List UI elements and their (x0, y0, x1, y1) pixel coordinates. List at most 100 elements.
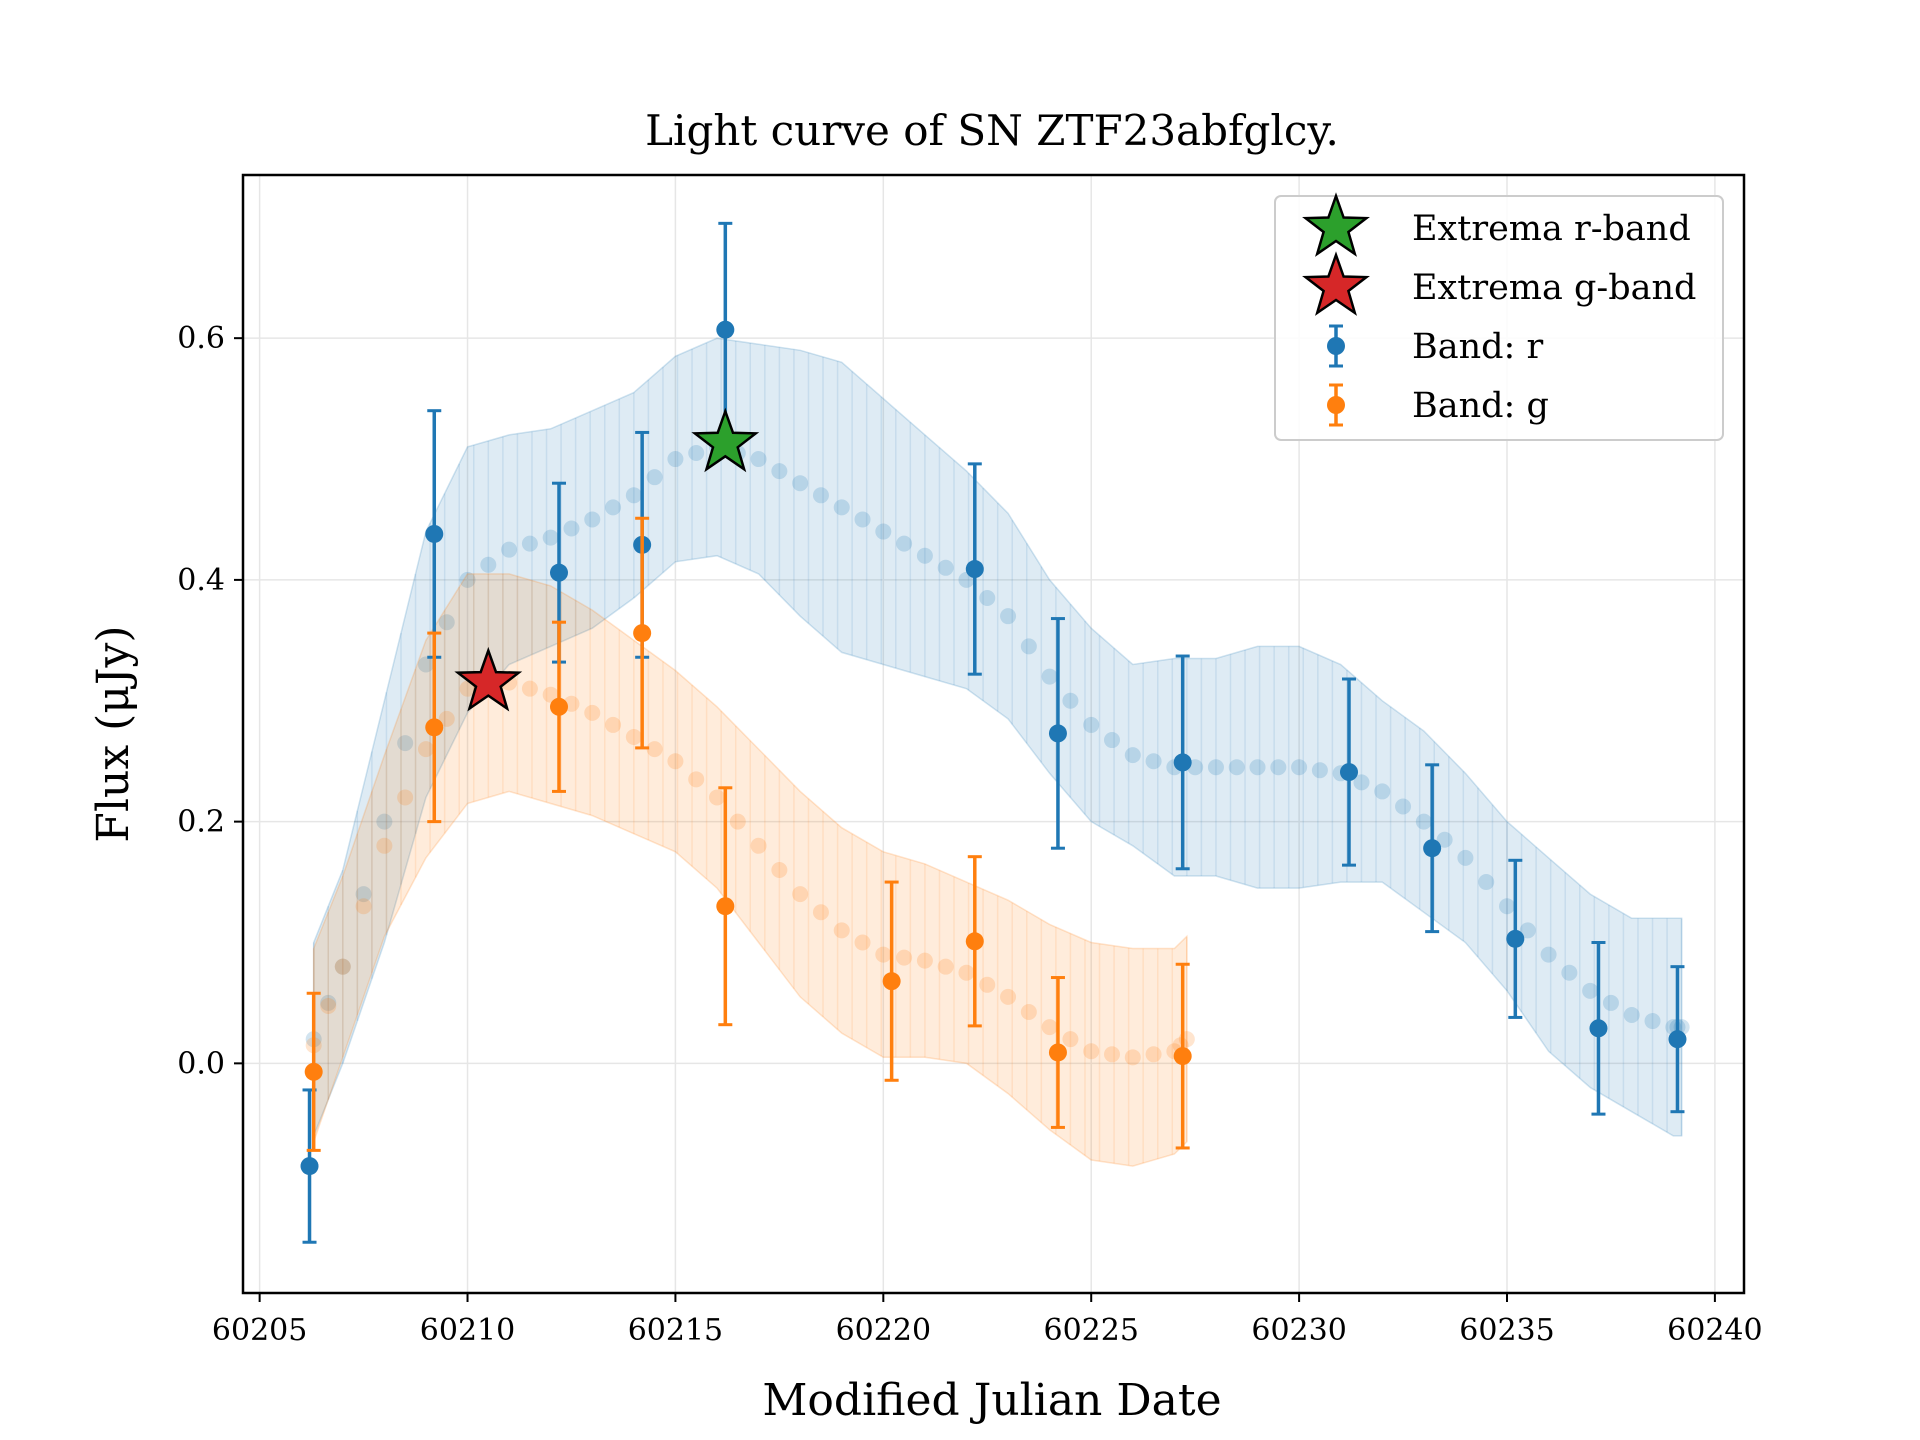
fit-point-r (376, 813, 393, 830)
fit-point-g (875, 946, 892, 963)
data-point (1340, 763, 1358, 782)
y-tick-label: 0.0 (177, 1046, 225, 1081)
fit-point-r (1478, 874, 1495, 891)
fit-point-g (417, 741, 434, 758)
data-point (965, 560, 984, 579)
axis-ticks-layer: 60205 60210 60215 60220 60225 60230 60235 60240… (177, 321, 1762, 1348)
legend-label: Extrema g-band (1412, 268, 1696, 308)
fit-point-g (521, 680, 538, 697)
fit-point-r (1540, 946, 1557, 963)
fit-point-r (750, 451, 767, 468)
fit-point-g (1000, 988, 1017, 1005)
fit-point-r (875, 523, 892, 540)
fit-point-r (1499, 898, 1515, 915)
legend-star-marker (1302, 251, 1370, 316)
fit-point-r (1145, 753, 1162, 770)
plot-frame (241, 173, 1746, 1295)
fit-point-r (1041, 668, 1058, 685)
fit-point-r (792, 475, 809, 492)
fit-point-r (1249, 759, 1266, 776)
legend: Extrema r-band Extrema g-band Band: r Band:… (1274, 192, 1724, 441)
data-point (1423, 839, 1442, 858)
fit-point-r (1270, 759, 1287, 776)
legend-point-marker (1327, 396, 1345, 414)
data-point (882, 972, 901, 991)
x-tick-label: 60225 (1043, 1313, 1138, 1348)
fit-point-r (1395, 798, 1412, 815)
fit-point-r (459, 571, 476, 588)
data-point (716, 320, 735, 339)
fit-point-g (1124, 1049, 1141, 1066)
fit-point-g (750, 837, 767, 854)
fit-point-r (1000, 608, 1017, 625)
fit-point-r (1124, 747, 1141, 764)
fit-point-r (584, 511, 601, 528)
data-point (1173, 753, 1192, 772)
data-point (1589, 1019, 1608, 1038)
data-point (550, 563, 568, 582)
fit-point-r (1104, 732, 1120, 749)
fit-point-g (355, 898, 372, 915)
extrema-markers-layer (454, 407, 760, 712)
data-point (633, 624, 652, 643)
fit-point-r (1353, 774, 1370, 791)
fit-point-g (854, 934, 871, 951)
data-point (1048, 1043, 1067, 1062)
fit-point-g (729, 813, 746, 830)
fit-point-g (320, 997, 337, 1014)
fit-point-r (979, 590, 996, 607)
fit-point-r (320, 994, 337, 1011)
fit-point-r (916, 547, 933, 564)
fit-point-r (1582, 982, 1599, 999)
fit-point-r (771, 463, 788, 480)
fit-point-r (1415, 813, 1432, 830)
fit-point-r (1457, 849, 1474, 866)
fit-point-r (480, 556, 497, 573)
y-tick-label: 0.6 (177, 321, 225, 356)
data-point (1048, 724, 1067, 743)
fit-point-r (334, 958, 351, 975)
fit-point-r (1374, 783, 1391, 800)
fit-point-r (667, 451, 684, 468)
fit-point-g (1041, 1019, 1058, 1036)
fit-point-r (397, 735, 414, 752)
fit-point-r (1311, 762, 1328, 779)
x-tick-label: 60215 (628, 1313, 723, 1348)
fit-point-g (958, 964, 975, 981)
data-point (300, 1157, 319, 1176)
fit-band-g (312, 573, 1188, 1167)
fit-point-g (397, 789, 414, 806)
legend-label: Band: g (1412, 386, 1549, 426)
data-point (304, 1062, 323, 1081)
data-points-layer (300, 221, 1687, 1244)
chart-title: Light curve of SN ZTF23abfglcy. (645, 106, 1339, 155)
fit-point-r (1083, 716, 1100, 733)
legend-label: Band: r (1412, 327, 1543, 367)
fit-point-r (355, 886, 372, 903)
fit-bands-layer (305, 337, 1690, 1167)
fit-point-g (542, 686, 559, 703)
fit-point-g (584, 704, 601, 721)
fit-point-r (438, 614, 455, 631)
fit-point-r (521, 535, 538, 552)
y-tick-label: 0.2 (177, 805, 225, 840)
fit-point-r (854, 511, 871, 528)
legend-star-marker (1302, 192, 1370, 257)
fit-point-r (417, 656, 434, 673)
y-axis-title: Flux (μJy) (88, 625, 139, 842)
fit-point-g (896, 949, 913, 966)
fit-point-r (1436, 831, 1453, 848)
fit-point-r (688, 444, 705, 461)
fit-point-g (916, 952, 933, 969)
fit-point-g (1104, 1046, 1120, 1063)
fit-point-r (812, 487, 829, 504)
fit-point-r (1561, 964, 1578, 981)
fit-point-r (1644, 1013, 1661, 1030)
fit-point-r (501, 541, 518, 558)
fit-point-g (1020, 1003, 1037, 1020)
data-point (1668, 1030, 1687, 1049)
data-point (1506, 929, 1525, 948)
fit-point-g (438, 710, 455, 727)
fit-point-r (563, 520, 580, 537)
